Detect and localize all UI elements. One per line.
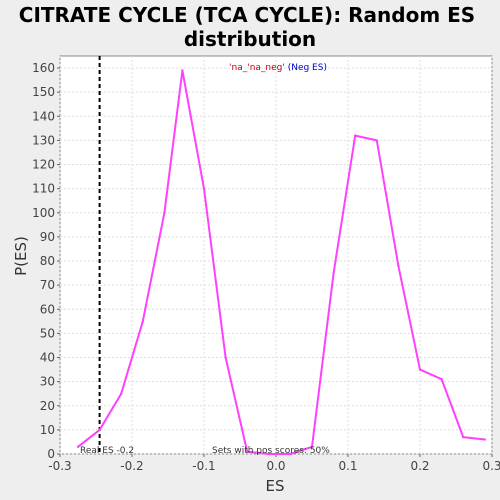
y-tick-label: 50 bbox=[40, 326, 55, 340]
data-point bbox=[483, 438, 486, 441]
y-tick-label: 100 bbox=[32, 206, 55, 220]
y-tick-label: 160 bbox=[32, 61, 55, 75]
y-tick-label: 20 bbox=[40, 399, 55, 413]
data-point bbox=[76, 445, 80, 448]
chart-title-line-1: CITRATE CYCLE (TCA CYCLE): Random ES bbox=[19, 3, 475, 27]
x-axis-label: ES bbox=[266, 477, 285, 495]
x-tick-label: 0.1 bbox=[338, 459, 357, 473]
legend-label: 'na_'na_neg' (Neg ES) bbox=[229, 63, 327, 73]
y-tick-label: 150 bbox=[32, 85, 55, 99]
data-point bbox=[354, 134, 357, 137]
y-tick-label: 60 bbox=[40, 302, 55, 316]
plot-area bbox=[59, 55, 493, 455]
data-point bbox=[397, 264, 400, 268]
grid-lines bbox=[59, 56, 493, 455]
y-tick-label: 120 bbox=[32, 158, 55, 172]
chart-title-line-2: distribution bbox=[184, 27, 316, 51]
data-point bbox=[141, 320, 144, 323]
legend-suffix: (Neg ES) bbox=[285, 63, 327, 73]
series-line bbox=[77, 69, 485, 455]
x-tick-label: -0.2 bbox=[120, 459, 143, 473]
y-tick-label: 30 bbox=[40, 375, 55, 389]
axes: 0 10 20 30 40 50 60 70 80 90 100 110 120 130 140 150 160… bbox=[32, 61, 500, 473]
data-point bbox=[246, 450, 249, 453]
x-tick-label: 0.0 bbox=[266, 459, 285, 473]
pos-scores-label: Sets with pos scores: 50% bbox=[212, 446, 330, 456]
data-point bbox=[267, 452, 270, 456]
x-tick-label: -0.3 bbox=[48, 459, 71, 473]
y-tick-label: 90 bbox=[40, 230, 55, 244]
y-tick-label: 140 bbox=[32, 109, 55, 123]
data-point bbox=[462, 435, 465, 439]
y-tick-label: 40 bbox=[40, 351, 55, 365]
y-axis-label: P(ES) bbox=[12, 236, 30, 276]
y-tick-label: 130 bbox=[32, 133, 55, 147]
data-point bbox=[120, 392, 123, 395]
data-point bbox=[202, 187, 206, 190]
data-point bbox=[418, 368, 422, 371]
chart-marks bbox=[76, 56, 486, 456]
y-tick-label: 0 bbox=[47, 447, 55, 461]
y-tick-label: 10 bbox=[40, 423, 55, 437]
data-point bbox=[181, 69, 184, 72]
data-point bbox=[440, 378, 443, 381]
x-tick-label: 0.3 bbox=[482, 459, 500, 473]
data-point bbox=[289, 452, 292, 456]
y-tick-label: 80 bbox=[40, 254, 55, 268]
legend-middle: 'na_neg' bbox=[247, 63, 285, 73]
data-point bbox=[224, 356, 227, 359]
data-point bbox=[310, 445, 314, 448]
x-tick-label: 0.2 bbox=[410, 459, 429, 473]
data-point bbox=[163, 211, 166, 214]
y-tick-label: 70 bbox=[40, 278, 55, 292]
real-es-label: Real ES -0.2 bbox=[80, 446, 134, 456]
data-point bbox=[98, 428, 101, 432]
legend-prefix: 'na_ bbox=[229, 63, 248, 73]
data-point bbox=[332, 271, 335, 275]
y-tick-label: 110 bbox=[32, 182, 55, 196]
data-point bbox=[375, 139, 378, 142]
x-tick-label: -0.1 bbox=[192, 459, 215, 473]
